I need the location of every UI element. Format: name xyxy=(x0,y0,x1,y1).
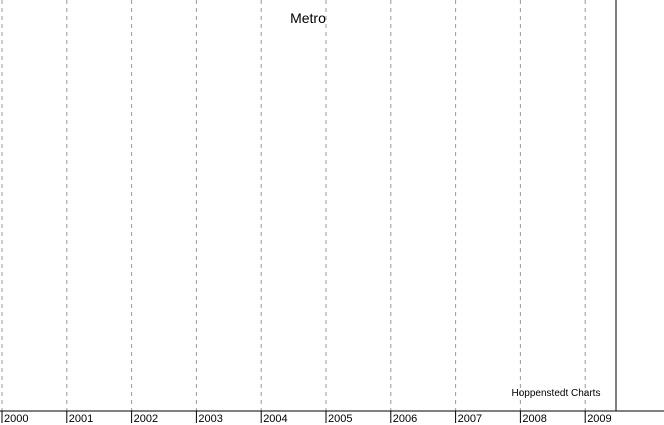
x-tick-label-2004: 2004 xyxy=(263,413,287,425)
x-tick-label-2001: 2001 xyxy=(69,413,93,425)
x-tick-label-2009: 2009 xyxy=(587,413,611,425)
x-tick-label-2006: 2006 xyxy=(393,413,417,425)
x-tick-label-2002: 2002 xyxy=(134,413,158,425)
source-label: Hoppenstedt Charts xyxy=(512,388,601,399)
x-tick-label-2008: 2008 xyxy=(522,413,546,425)
x-tick-label-2007: 2007 xyxy=(458,413,482,425)
x-tick-label-2005: 2005 xyxy=(328,413,352,425)
plot-frame xyxy=(0,0,664,412)
x-tick-label-2003: 2003 xyxy=(198,413,222,425)
x-axis: 2000 2001 2002 2003 2004 2005 2006 2007 2008 2009 xyxy=(1,411,612,425)
chart-title: Metro xyxy=(290,10,326,26)
x-tick-label-2000: 2000 xyxy=(4,413,28,425)
